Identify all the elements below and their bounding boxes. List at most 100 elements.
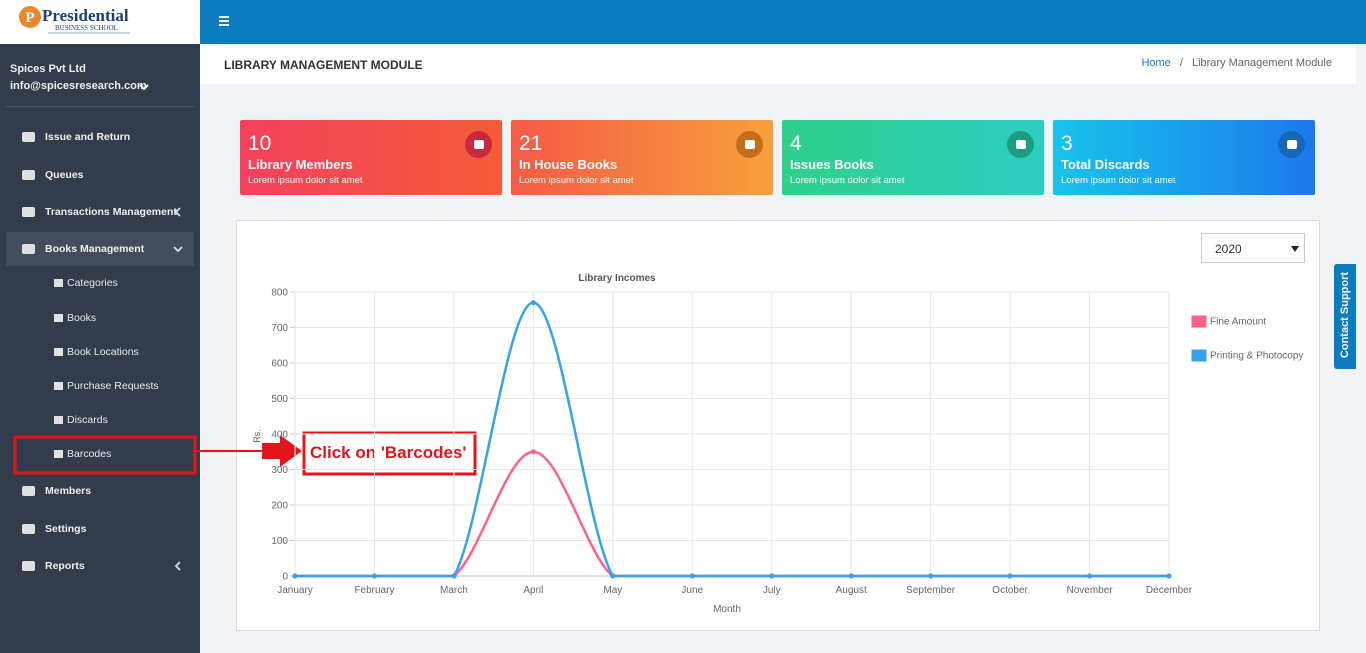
x-tick-label: September — [906, 585, 956, 596]
chevron-line — [174, 561, 181, 571]
y-tick-label: 500 — [271, 394, 288, 405]
y-tick-label: 800 — [271, 288, 288, 299]
icon-shape — [22, 244, 35, 254]
menu-item[interactable]: Issue and Return — [0, 125, 200, 149]
submenu-label: Books — [67, 312, 97, 324]
logo[interactable]: P Presidential BUSINESS SCHOOL — [0, 0, 200, 44]
icon-glyph — [474, 140, 484, 149]
icon-shape — [22, 132, 35, 142]
icon-shape — [54, 450, 63, 458]
data-point — [848, 573, 854, 579]
icon-shape — [22, 524, 35, 534]
x-tick-label: October — [992, 585, 1028, 596]
content-header: LIBRARY MANAGEMENT MODULE Home / Library… — [200, 44, 1356, 84]
menu-icon — [22, 524, 35, 534]
menu-icon — [22, 561, 35, 571]
chevron — [173, 246, 183, 253]
menu-item[interactable]: Books Management — [0, 237, 200, 261]
menu-label: Books Management — [45, 243, 145, 255]
icon-shape — [54, 279, 63, 287]
top-bar — [200, 0, 1366, 44]
data-point — [530, 449, 536, 455]
card-value: 21 — [519, 132, 543, 155]
submenu-icon — [54, 416, 63, 424]
year-select[interactable]: 2020 — [1201, 233, 1305, 263]
data-point — [928, 573, 934, 579]
active-menu-bg — [6, 232, 194, 266]
chevron-line — [173, 246, 183, 253]
card-label: Library Members — [248, 157, 353, 172]
highlight-box — [13, 435, 197, 475]
icon-shape — [22, 170, 35, 180]
breadcrumb: Home / Library Management Module — [1141, 57, 1332, 69]
data-point — [689, 573, 695, 579]
y-axis-label: Rs. — [252, 429, 262, 443]
data-point — [1166, 573, 1172, 579]
legend-label: Printing & Photocopy — [1210, 351, 1303, 362]
y-tick-label: 300 — [271, 465, 288, 476]
breadcrumb-current: Library Management Module — [1191, 57, 1332, 69]
stat-card[interactable]: 21 In House Books Lorem ipsum dolor sit am… — [511, 120, 773, 195]
menu-item[interactable]: Settings — [0, 517, 200, 541]
stat-card[interactable]: 10 Library Members Lorem ipsum dolor sit a… — [240, 120, 502, 195]
submenu-item[interactable]: Book Locations — [0, 342, 200, 362]
data-point — [1007, 573, 1013, 579]
card-icon — [465, 131, 492, 158]
user-email[interactable]: info@spicesresearch.com — [10, 80, 147, 92]
icon-glyph — [1287, 140, 1297, 149]
chevron-line — [174, 207, 181, 217]
menu-item[interactable]: Reports — [0, 554, 200, 578]
breadcrumb-separator: / — [1179, 57, 1183, 69]
legend-label: Fine Amount — [1210, 317, 1266, 328]
y-tick-label: 0 — [282, 572, 288, 583]
submenu-label: Purchase Requests — [67, 380, 159, 392]
stat-card[interactable]: 3 Total Discards Lorem ipsum dolor sit ame… — [1053, 120, 1315, 195]
submenu-item[interactable]: Categories — [0, 273, 200, 293]
data-point — [1087, 573, 1093, 579]
card-description: Lorem ipsum dolor sit amet — [1061, 175, 1176, 186]
user-dropdown[interactable] — [138, 82, 150, 92]
x-tick-label: January — [277, 585, 313, 596]
submenu-item[interactable]: Barcodes — [0, 444, 200, 464]
x-tick-label: June — [681, 585, 703, 596]
icon-line — [219, 16, 229, 18]
card-icon — [736, 131, 763, 158]
submenu-item[interactable]: Purchase Requests — [0, 376, 200, 396]
chart-title: Library Incomes — [578, 273, 656, 284]
card-icon — [1278, 131, 1305, 158]
legend-swatch — [1191, 349, 1207, 362]
submenu-icon — [54, 450, 63, 458]
menu-icon — [22, 170, 35, 180]
menu-label: Transactions Management — [45, 206, 177, 218]
submenu-item[interactable]: Discards — [0, 410, 200, 430]
card-value: 4 — [790, 132, 802, 155]
chevron — [174, 207, 181, 217]
logo-name: Presidential — [42, 6, 129, 25]
logo-mark: P — [25, 10, 34, 26]
x-axis-label: Month — [713, 604, 741, 615]
y-tick-label: 400 — [271, 430, 288, 441]
card-value: 3 — [1061, 132, 1073, 155]
breadcrumb-home[interactable]: Home — [1141, 57, 1171, 69]
y-tick-label: 100 — [271, 536, 288, 547]
chevron — [174, 561, 181, 571]
submenu-label: Barcodes — [67, 448, 112, 460]
icon-glyph — [1016, 140, 1026, 149]
x-tick-label: March — [440, 585, 468, 596]
x-tick-label: December — [1146, 585, 1193, 596]
menu-label: Members — [45, 485, 92, 497]
menu-item[interactable]: Queues — [0, 163, 200, 187]
submenu-icon — [54, 382, 63, 390]
sidebar: Spices Pvt Ltd info@spicesresearch.com I… — [0, 44, 200, 653]
stat-card[interactable]: 4 Issues Books Lorem ipsum dolor sit amet — [782, 120, 1044, 195]
menu-toggle[interactable] — [219, 15, 231, 27]
menu-label: Settings — [45, 523, 87, 535]
menu-item[interactable]: Members — [0, 479, 200, 503]
icon-shape — [22, 207, 35, 217]
menu-item[interactable]: Transactions Management — [0, 200, 200, 224]
submenu-item[interactable]: Books — [0, 308, 200, 328]
contact-support[interactable]: Contact Support — [1334, 264, 1356, 369]
icon-shape — [22, 561, 35, 571]
logo-graphic: P Presidential BUSINESS SCHOOL — [19, 6, 130, 34]
